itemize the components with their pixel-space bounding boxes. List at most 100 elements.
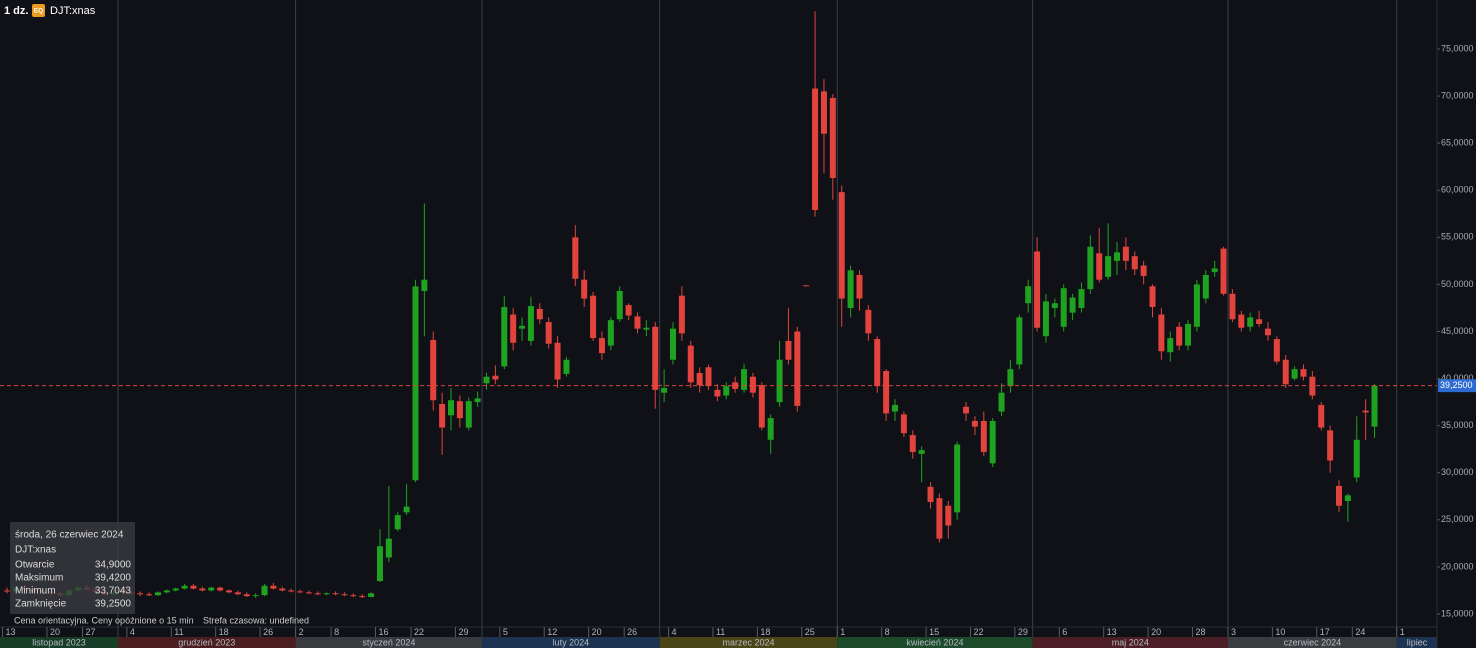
y-tick-label: 65,0000 [1441, 138, 1474, 148]
candle-body [501, 307, 508, 367]
candle-body [1344, 495, 1351, 501]
y-tick-label: 50,0000 [1441, 279, 1474, 289]
month-label: marzec 2024 [722, 637, 774, 647]
candle-body [1202, 274, 1209, 299]
candle-body [1176, 326, 1183, 346]
x-tick-label: 1 [840, 627, 845, 637]
candle-body [572, 237, 579, 279]
candle-body [172, 588, 179, 591]
x-tick-label: 8 [334, 627, 339, 637]
y-tick-label: 35,0000 [1441, 420, 1474, 430]
y-tick-label: 15,0000 [1441, 608, 1474, 618]
x-tick-label: 26 [627, 627, 637, 637]
candle-body [749, 376, 756, 393]
candle-body [208, 587, 215, 591]
y-tick-label: 55,0000 [1441, 232, 1474, 242]
month-label: maj 2024 [1112, 637, 1149, 647]
badge: EQ [34, 8, 43, 15]
candle-body [892, 404, 898, 412]
x-tick-label: 28 [1195, 627, 1205, 637]
candle-body [936, 498, 943, 539]
candle-body [305, 592, 312, 594]
last-price-label: 39,2500 [1440, 380, 1473, 390]
candle-body [439, 403, 446, 428]
candle-body [163, 590, 170, 593]
candle-body [723, 386, 730, 396]
candle-body [270, 585, 277, 589]
candle-body [590, 295, 597, 339]
candle-body [927, 486, 934, 502]
candle-body [536, 308, 543, 320]
candle-body [1256, 319, 1263, 324]
x-tick-label: 13 [1107, 627, 1117, 637]
candle-body [323, 593, 330, 595]
candle-body [483, 376, 490, 384]
candle-body [1025, 286, 1032, 304]
candle-body [918, 450, 925, 454]
footer-timezone: Strefa czasowa: undefined [203, 615, 309, 625]
tooltip-label: Zamknięcie [15, 599, 67, 610]
x-tick-label: 17 [1320, 627, 1330, 637]
month-band [1032, 637, 1228, 648]
candle-body [527, 306, 534, 341]
candle-body [741, 369, 748, 390]
candle-body [1193, 284, 1200, 327]
candle-body [865, 309, 872, 334]
x-tick-label: 18 [219, 627, 229, 637]
candle-body [190, 585, 197, 589]
x-tick-label: 29 [1018, 627, 1028, 637]
candle-body [963, 406, 970, 414]
candle-body [1318, 404, 1325, 428]
y-tick-label: 70,0000 [1441, 90, 1474, 100]
candle-body [448, 400, 454, 416]
header: 1 dz. EQ DJT:xnas [4, 4, 96, 17]
month-band [837, 637, 1033, 648]
candle-body [510, 314, 517, 343]
candle-body [1371, 385, 1378, 427]
candle-body [909, 435, 916, 453]
tooltip-label: Maksimum [15, 573, 63, 584]
candle-body [820, 91, 827, 134]
symbol: DJT:xnas [50, 5, 96, 17]
candle-body [945, 505, 952, 526]
candle-body [1247, 317, 1254, 327]
x-tick-label: 4 [130, 627, 135, 637]
candle-body [376, 546, 383, 582]
candle-body [465, 401, 472, 428]
candle-body [1078, 289, 1085, 308]
candle-body [971, 420, 978, 427]
candle-body [1140, 265, 1147, 276]
candle-body [758, 385, 765, 428]
x-tick-label: 29 [458, 627, 468, 637]
candle-body [767, 418, 774, 440]
candle-body [1273, 339, 1280, 362]
candle-body [1131, 256, 1138, 270]
tooltip-value: 39,4200 [95, 573, 132, 584]
x-tick-label: 6 [1062, 627, 1067, 637]
tooltip: środa, 26 czerwiec 2024 DJT:xnas Otwarci… [10, 522, 135, 614]
candle-body [288, 590, 295, 592]
y-tick-label: 60,0000 [1441, 185, 1474, 195]
axes: 15,0000 20,0000 25,0000 30,0000 35,0000 40,00… [0, 43, 1476, 618]
month-band [659, 637, 838, 648]
tooltip-value: 33,7043 [95, 586, 132, 597]
y-tick-label: 30,0000 [1441, 467, 1474, 477]
y-tick-label: 25,0000 [1441, 514, 1474, 524]
candle-body [829, 97, 836, 178]
candle-body [616, 290, 623, 320]
last-price-box [1438, 379, 1476, 393]
x-tick-label: 3 [1231, 627, 1236, 637]
candle-body [430, 339, 437, 401]
candle-body [634, 316, 641, 329]
candle-body [874, 339, 881, 387]
candle-body [279, 588, 286, 591]
candle-body [1114, 252, 1120, 261]
candle-body [297, 591, 304, 593]
candle-body [1149, 286, 1156, 308]
candle-body [1034, 251, 1041, 328]
x-tick-label: 18 [760, 627, 770, 637]
candle-body [1238, 314, 1245, 328]
month-band [1396, 637, 1437, 648]
x-tick-label: 22 [973, 627, 983, 637]
candle-body [137, 593, 144, 595]
